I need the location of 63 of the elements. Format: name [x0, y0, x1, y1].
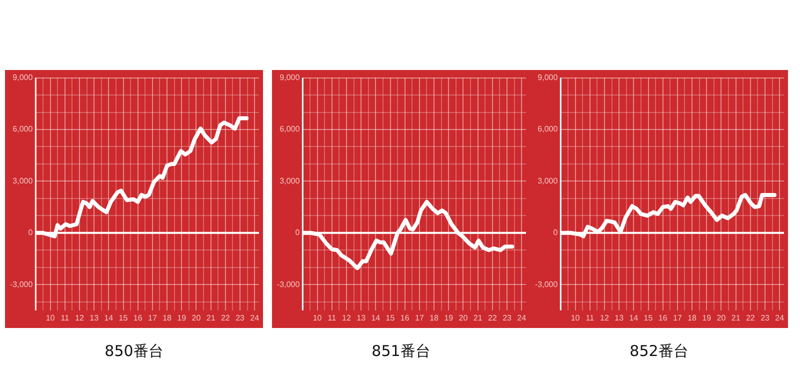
x-tick-label: 15	[118, 313, 128, 322]
x-tick-label: 19	[444, 313, 454, 322]
x-tick-label: 15	[644, 313, 654, 322]
x-tick-label: 18	[688, 313, 698, 322]
x-tick-label: 13	[90, 313, 100, 322]
x-tick-label: 20	[716, 313, 726, 322]
x-tick-label: 23	[760, 313, 770, 322]
text: 852番台	[628, 342, 690, 361]
x-tick-label: 24	[517, 313, 527, 322]
x-tick-label: 21	[731, 313, 741, 322]
y-tick-label: 9,000	[280, 73, 300, 82]
y-tick-label: 3,000	[280, 176, 300, 186]
x-tick-label: 23	[236, 313, 246, 322]
x-tick-label: 11	[328, 313, 337, 322]
x-tick-label: 14	[371, 313, 381, 322]
x-tick-label: 22	[488, 313, 498, 322]
y-tick-label: 6,000	[538, 124, 558, 134]
x-tick-label: 24	[250, 313, 260, 322]
x-tick-label: 18	[430, 313, 440, 322]
y-tick-label: -3,000	[10, 280, 34, 289]
x-tick-label: 12	[600, 313, 610, 322]
x-tick-label: 16	[133, 313, 143, 322]
y-tick-label: 9,000	[12, 73, 34, 82]
x-tick-label: 20	[192, 313, 202, 322]
x-tick-label: 18	[162, 313, 172, 322]
x-tick-label: 19	[702, 313, 712, 322]
x-tick-label: 14	[629, 313, 639, 322]
x-tick-label: 14	[104, 313, 114, 322]
x-tick-label: 22	[220, 313, 230, 322]
y-tick-label: 6,000	[12, 124, 34, 134]
x-tick-label: 10	[46, 313, 56, 322]
y-tick-label: 0	[553, 228, 558, 238]
y-tick-label: -3,000	[276, 280, 300, 289]
x-tick-label: 13	[614, 313, 624, 322]
y-tick-label: 3,000	[12, 176, 34, 186]
x-tick-label: 12	[75, 313, 84, 322]
x-tick-label: 13	[356, 313, 366, 322]
x-tick-label: 16	[400, 313, 410, 322]
x-tick-label: 23	[502, 313, 512, 322]
y-tick-label: 0	[28, 228, 34, 238]
y-tick-label: 9,000	[538, 73, 558, 82]
x-tick-label: 19	[177, 313, 187, 322]
x-tick-label: 10	[570, 313, 580, 322]
x-tick-label: 16	[658, 313, 668, 322]
x-tick-label: 17	[148, 313, 158, 322]
x-tick-label: 10	[312, 313, 322, 322]
x-tick-label: 21	[206, 313, 216, 322]
x-tick-label: 11	[60, 313, 70, 322]
text: 851番台	[370, 342, 432, 361]
y-tick-label: 3,000	[538, 176, 558, 186]
x-tick-label: 17	[414, 313, 424, 322]
x-tick-label: 24	[775, 313, 785, 322]
x-tick-label: 15	[386, 313, 396, 322]
y-tick-label: -3,000	[534, 280, 558, 289]
x-tick-label: 20	[458, 313, 468, 322]
y-tick-label: 0	[295, 228, 300, 238]
x-tick-label: 12	[342, 313, 352, 322]
x-tick-label: 22	[746, 313, 756, 322]
text: 850番台	[104, 342, 164, 361]
x-tick-label: 21	[473, 313, 483, 322]
x-tick-label: 11	[586, 313, 595, 322]
x-tick-label: 17	[672, 313, 682, 322]
y-tick-label: 6,000	[280, 124, 300, 134]
